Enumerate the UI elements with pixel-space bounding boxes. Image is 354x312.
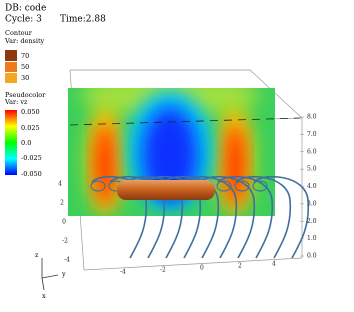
bottom-tick: 4 bbox=[272, 261, 276, 268]
legend-var: Var: vz bbox=[4, 98, 28, 106]
right-tick: 0.0 bbox=[307, 253, 317, 260]
triad-label: x bbox=[42, 292, 46, 300]
swatch bbox=[5, 62, 17, 72]
field-line bbox=[235, 175, 292, 259]
right-tick: 4.0 bbox=[307, 183, 317, 190]
time-label: Time:2.88 bbox=[60, 15, 106, 25]
field-loop bbox=[234, 180, 250, 192]
field-loop bbox=[90, 180, 106, 192]
field-line bbox=[199, 175, 256, 259]
bottom-tick: -4 bbox=[120, 269, 126, 276]
swatch bbox=[5, 73, 17, 83]
triad-label: y bbox=[61, 270, 66, 278]
legend-label: 0.050 bbox=[21, 108, 40, 116]
left-tick: -2 bbox=[62, 238, 68, 245]
dashed-edge bbox=[69, 117, 301, 126]
legend-label: 0.0 bbox=[21, 139, 31, 147]
field-loop bbox=[252, 180, 268, 192]
bottom-tick: 2 bbox=[238, 263, 242, 270]
left-tick: 4 bbox=[58, 181, 62, 188]
right-tick: 6.0 bbox=[307, 148, 317, 155]
right-tick: 1.0 bbox=[307, 235, 317, 242]
legend-label: 0.025 bbox=[21, 124, 40, 132]
right-tick: 3.0 bbox=[307, 200, 317, 207]
legend-label: 30 bbox=[21, 74, 29, 82]
legend-label: 70 bbox=[21, 52, 29, 60]
left-tick: 0 bbox=[62, 219, 66, 226]
field-line bbox=[163, 175, 220, 259]
axis-triad bbox=[41, 258, 59, 291]
right-tick: 7.0 bbox=[307, 131, 317, 138]
bottom-tick: -2 bbox=[160, 267, 166, 274]
right-tick: 2.0 bbox=[307, 218, 317, 225]
legend-label: 50 bbox=[21, 63, 29, 71]
density-contour bbox=[117, 180, 215, 200]
left-tick: 2 bbox=[60, 200, 64, 207]
left-tick: -4 bbox=[64, 257, 70, 264]
legend-var: Var: density bbox=[4, 37, 45, 45]
cycle-label: Cycle: 3 bbox=[5, 15, 42, 25]
right-tick: 8.0 bbox=[307, 114, 317, 121]
colorbar bbox=[5, 110, 17, 175]
bottom-tick: 0 bbox=[200, 265, 204, 272]
field-line bbox=[253, 175, 310, 259]
swatch bbox=[5, 50, 17, 61]
triad-label: z bbox=[35, 251, 39, 259]
legend-title: Pseudocolor bbox=[5, 91, 46, 99]
field-line bbox=[217, 175, 274, 259]
right-tick: 5.0 bbox=[307, 166, 317, 173]
db-label: DB: code bbox=[5, 4, 46, 14]
field-loop bbox=[216, 180, 232, 192]
field-line bbox=[181, 175, 238, 259]
slice-plane bbox=[68, 88, 275, 216]
legend-title: Contour bbox=[5, 29, 33, 37]
legend-label: -0.025 bbox=[21, 154, 42, 162]
legend-label: -0.050 bbox=[21, 170, 42, 178]
